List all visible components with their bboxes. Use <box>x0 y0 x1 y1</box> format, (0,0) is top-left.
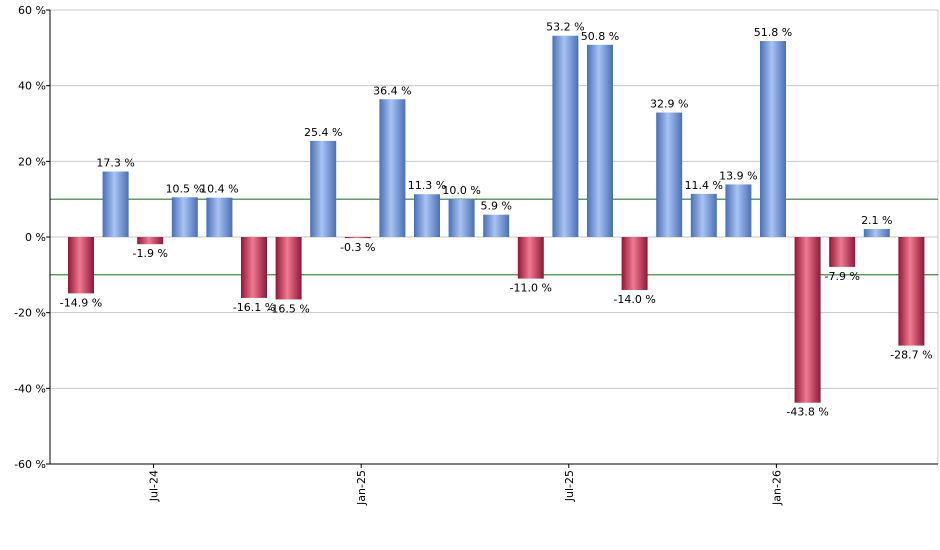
bar-value-label: 10.5 % <box>166 182 204 195</box>
bar-value-label: -43.8 % <box>786 406 828 419</box>
bar-value-label: -7.9 % <box>824 270 859 283</box>
y-tick-label: -40 % <box>14 382 46 395</box>
bar-value-label: 10.0 % <box>442 184 480 197</box>
bar-value-label: -0.3 % <box>340 241 375 254</box>
bar <box>137 237 164 245</box>
bar-value-label: 5.9 % <box>480 200 511 213</box>
bar <box>760 41 786 238</box>
bar <box>552 35 579 237</box>
bar <box>206 197 233 237</box>
bar-value-label: 11.4 % <box>685 179 723 192</box>
y-tick-label: 60 % <box>18 4 46 17</box>
bar-value-label: 17.3 % <box>96 157 134 170</box>
bar <box>898 237 925 346</box>
bars <box>68 35 925 403</box>
bar-value-label: 51.8 % <box>754 26 792 39</box>
bar <box>621 237 648 290</box>
bar <box>483 214 510 237</box>
bar-value-label: 25.4 % <box>304 126 342 139</box>
bar-value-label: 36.4 % <box>373 84 411 97</box>
bar <box>68 237 94 294</box>
bar <box>656 112 683 237</box>
x-tick-label: Jan-26 <box>770 470 783 506</box>
bar-value-label: 2.1 % <box>861 214 892 227</box>
bar-value-label: 50.8 % <box>581 30 619 43</box>
value-labels: -14.9 %17.3 %-1.9 %10.5 %10.4 %-16.1 %-1… <box>60 21 933 419</box>
x-tick-label: Jan-25 <box>355 470 368 506</box>
bar <box>344 237 371 239</box>
bar <box>379 99 406 237</box>
bar <box>725 184 752 237</box>
y-tick-label: -20 % <box>14 307 46 320</box>
bar <box>794 237 821 403</box>
bar <box>587 44 613 237</box>
y-tick-label: -60 % <box>14 458 46 471</box>
bar-value-label: -1.9 % <box>132 247 167 260</box>
bar <box>690 193 717 237</box>
bar <box>863 229 890 237</box>
bar-value-label: 10.4 % <box>200 183 238 196</box>
gridlines <box>50 9 939 465</box>
y-tick-label: 0 % <box>25 231 46 244</box>
y-tick-label: 40 % <box>18 80 46 93</box>
x-tick-label: Jul-24 <box>148 470 161 502</box>
bar <box>517 237 544 279</box>
bar-value-label: -16.1 % <box>233 301 275 314</box>
x-tick-label: Jul-25 <box>563 470 576 502</box>
bar-value-label: 32.9 % <box>650 98 688 111</box>
bar <box>829 237 856 267</box>
reference-lines <box>50 198 938 276</box>
bar <box>275 237 302 300</box>
x-axis-ticks: Jul-24 Jan-25 Jul-25 Jan-26 <box>148 464 783 506</box>
bar <box>241 237 267 298</box>
bar-value-label: 11.3 % <box>408 179 446 192</box>
y-tick-label: 20 % <box>18 155 46 168</box>
bar <box>310 140 337 237</box>
bar <box>102 171 129 237</box>
bar-value-label: -28.7 % <box>890 349 932 362</box>
bar-value-label: -14.0 % <box>613 293 655 306</box>
bar <box>414 194 440 237</box>
bar-value-label: -14.9 % <box>60 296 102 309</box>
bar <box>448 199 475 237</box>
y-axis-ticks: -60 % -40 % -20 % 0 % 20 % 40 % 60 % <box>14 4 50 471</box>
bar <box>171 197 198 237</box>
bar-value-label: 13.9 % <box>719 169 757 182</box>
bar-value-label: 53.2 % <box>546 21 584 34</box>
bar-value-label: -16.5 % <box>267 302 309 315</box>
bar-value-label: -11.0 % <box>510 282 552 295</box>
